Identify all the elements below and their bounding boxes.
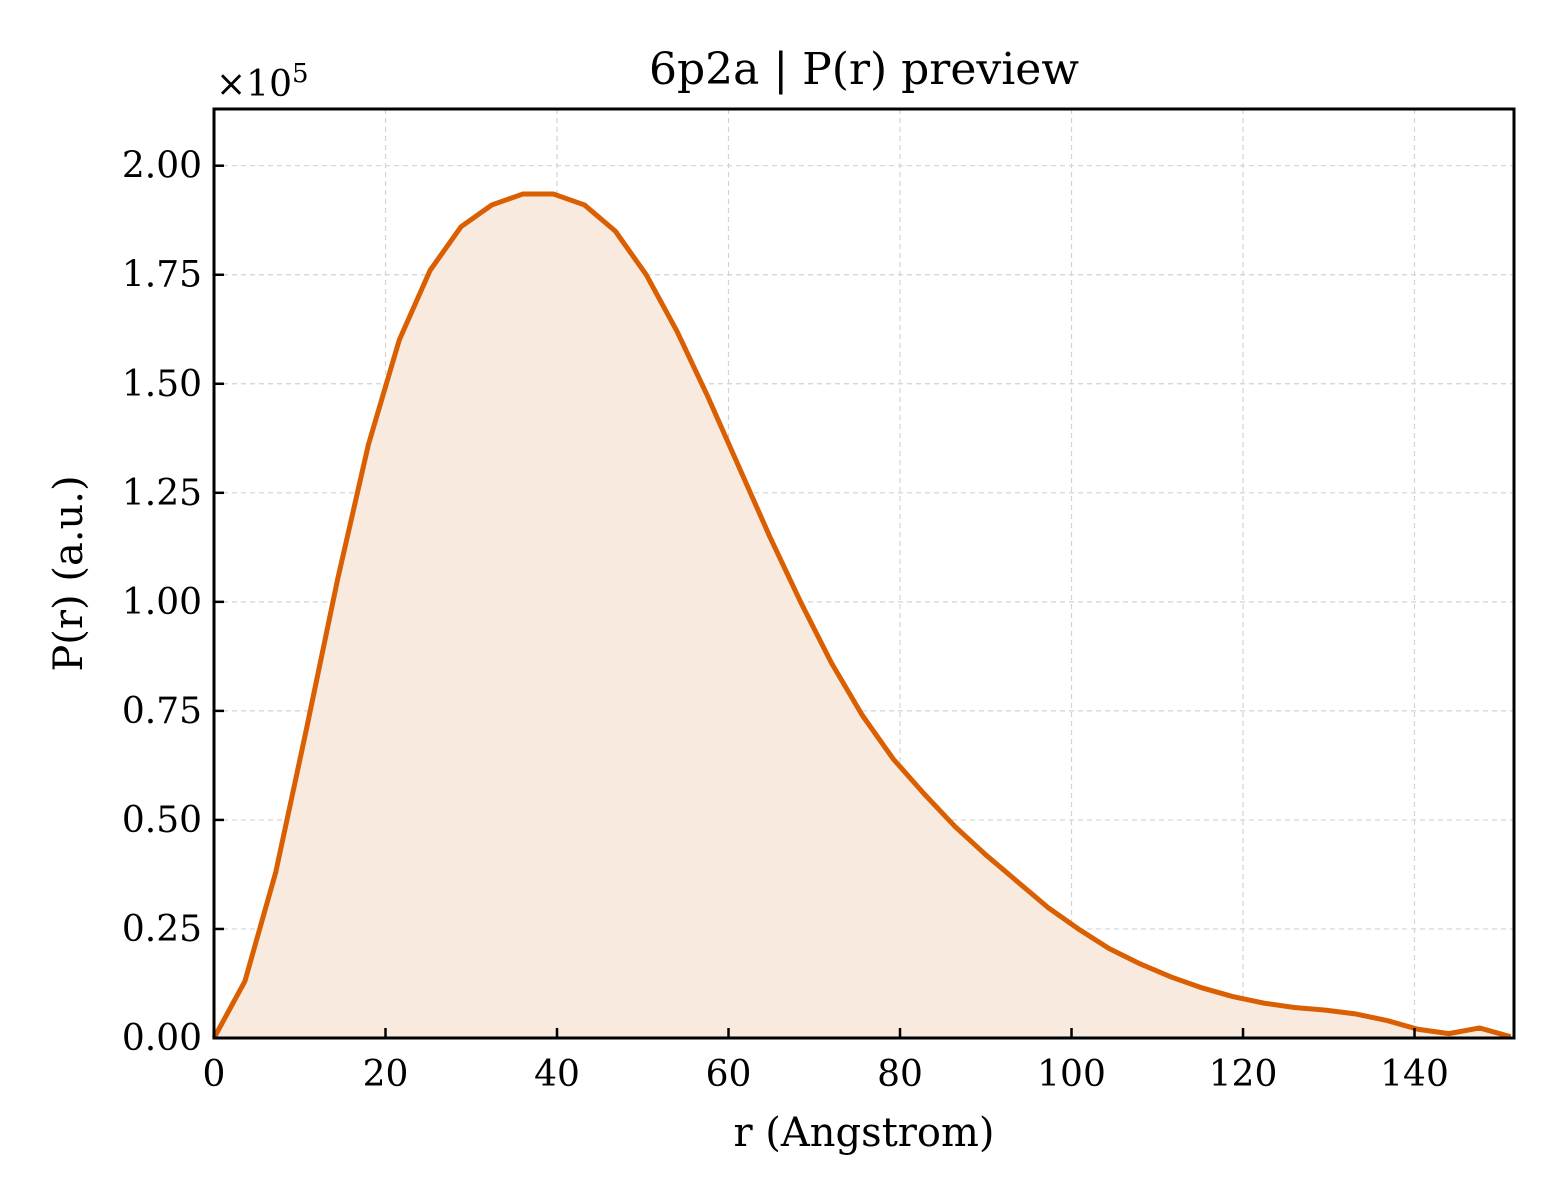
x-tick-label: 20 — [363, 1054, 409, 1095]
y-tick-label: 1.25 — [122, 473, 202, 514]
series-line — [211, 191, 1512, 1040]
y-tick-label: 0.25 — [122, 909, 202, 950]
x-tick-label: 120 — [1209, 1054, 1278, 1095]
y-tick-label: 0.75 — [122, 691, 202, 732]
y-tick-label: 0.00 — [122, 1018, 202, 1059]
y-tick-label: 1.00 — [122, 582, 202, 623]
y-multiplier: ×105 — [216, 59, 309, 105]
ticks: 0 20 40 60 80 100 120 140 0.00 0.25 0.50 0.75 1.00 1.… — [122, 146, 1449, 1095]
x-tick-label: 40 — [534, 1054, 580, 1095]
x-tick-label: 60 — [706, 1054, 752, 1095]
y-tick-label: 1.75 — [122, 255, 202, 296]
y-tick-label: 2.00 — [122, 146, 202, 187]
y-multiplier-exponent: 5 — [292, 59, 309, 89]
y-tick-label: 0.50 — [122, 800, 202, 841]
x-tick-label: 100 — [1037, 1054, 1106, 1095]
y-tick-label: 1.50 — [122, 364, 202, 405]
plot-frame — [212, 107, 1516, 1040]
chart-title: 6p2a | P(r) preview — [649, 44, 1079, 95]
area-fill — [214, 194, 1511, 1039]
x-tick-label: 0 — [203, 1054, 226, 1095]
x-axis-label: r (Angstrom) — [733, 1110, 994, 1156]
x-tick-label: 140 — [1380, 1054, 1449, 1095]
y-axis-label: P(r) (a.u.) — [46, 475, 92, 671]
y-multiplier-base: ×10 — [216, 64, 292, 105]
x-tick-label: 80 — [877, 1054, 923, 1095]
